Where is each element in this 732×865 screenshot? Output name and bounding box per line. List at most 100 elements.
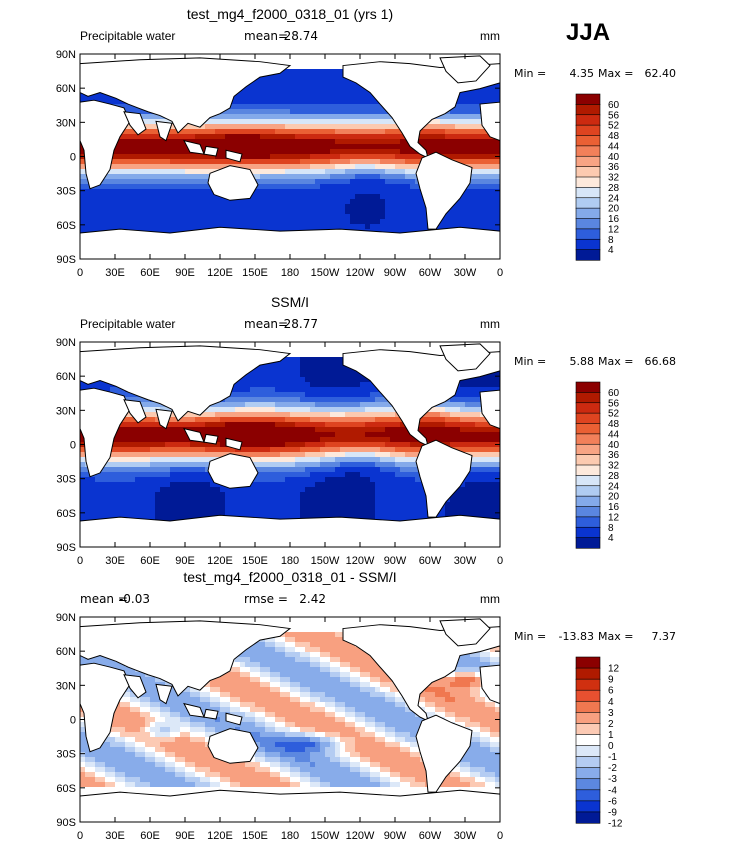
field-cell	[125, 144, 131, 150]
field-cell	[465, 417, 471, 423]
field-cell	[295, 79, 301, 85]
field-cell	[290, 342, 296, 348]
field-cell	[350, 169, 356, 175]
field-cell	[300, 124, 306, 130]
field-cell	[350, 372, 356, 378]
field-cell	[325, 189, 331, 195]
field-cell	[360, 154, 366, 160]
field-cell	[185, 149, 191, 155]
field-cell	[350, 184, 356, 190]
field-cell	[300, 387, 306, 393]
field-cell	[340, 224, 346, 230]
field-cell	[325, 174, 331, 180]
field-cell	[245, 214, 251, 220]
field-cell	[275, 214, 281, 220]
field-cell	[495, 194, 500, 200]
field-cell	[225, 134, 231, 140]
field-cell	[245, 407, 251, 413]
field-cell	[245, 387, 251, 393]
field-cell	[315, 109, 321, 115]
field-cell	[320, 89, 326, 95]
field-cell	[455, 407, 461, 413]
mean-label: mean=	[244, 317, 288, 331]
field-cell	[295, 412, 301, 418]
field-cell	[80, 54, 86, 60]
field-cell	[300, 179, 306, 185]
field-cell	[340, 164, 346, 170]
field-cell	[420, 139, 426, 145]
field-cell	[205, 214, 211, 220]
field-cell	[160, 169, 166, 175]
field-cell	[485, 214, 491, 220]
field-cell	[240, 144, 246, 150]
field-cell	[275, 204, 281, 210]
field-cell	[460, 387, 466, 393]
field-cell	[185, 184, 191, 190]
field-cell	[255, 109, 261, 115]
field-cell	[150, 139, 156, 145]
field-cell	[315, 372, 321, 378]
field-cell	[330, 94, 336, 100]
field-cell	[145, 194, 151, 200]
field-cell	[325, 352, 331, 358]
field-cell	[285, 149, 291, 155]
field-cell	[415, 209, 421, 215]
field-cell	[475, 134, 481, 140]
field-cell	[275, 184, 281, 190]
field-cell	[215, 209, 221, 215]
field-cell	[320, 84, 326, 90]
field-cell	[345, 79, 351, 85]
field-cell	[275, 402, 281, 408]
field-cell	[370, 139, 376, 145]
field-cell	[310, 387, 316, 393]
field-cell	[425, 139, 431, 145]
field-cell	[315, 94, 321, 100]
field-cell	[370, 179, 376, 185]
field-cell	[365, 199, 371, 205]
field-cell	[155, 169, 161, 175]
field-cell	[265, 94, 271, 100]
field-cell	[125, 164, 131, 170]
field-cell	[425, 59, 431, 65]
field-cell	[315, 89, 321, 95]
field-cell	[285, 214, 291, 220]
field-cell	[380, 119, 386, 125]
field-cell	[360, 54, 366, 60]
mean-label: mean=	[244, 29, 288, 43]
field-cell	[350, 342, 356, 348]
field-cell	[290, 154, 296, 160]
field-cell	[135, 204, 141, 210]
field-cell	[280, 422, 286, 428]
field-cell	[225, 412, 231, 418]
field-cell	[305, 64, 311, 70]
field-cell	[285, 109, 291, 115]
field-cell	[100, 189, 106, 195]
field-cell	[290, 129, 296, 135]
field-cell	[465, 194, 471, 200]
field-cell	[170, 199, 176, 205]
field-cell	[275, 119, 281, 125]
field-cell	[470, 159, 476, 165]
field-cell	[325, 219, 331, 225]
field-cell	[235, 109, 241, 115]
field-cell	[165, 194, 171, 200]
field-cell	[370, 194, 376, 200]
field-cell	[290, 119, 296, 125]
field-cell	[195, 204, 201, 210]
field-cell	[495, 164, 500, 170]
field-cell	[325, 367, 331, 373]
field-cell	[145, 174, 151, 180]
field-cell	[260, 189, 266, 195]
field-cell	[340, 204, 346, 210]
x-tick-label: 150W	[311, 267, 340, 279]
field-cell	[110, 159, 116, 165]
field-cell	[95, 94, 101, 100]
field-cell	[190, 129, 196, 135]
field-cell	[495, 54, 500, 60]
field-cell	[340, 89, 346, 95]
field-cell	[350, 154, 356, 160]
field-cell	[280, 174, 286, 180]
field-cell	[90, 194, 96, 200]
field-cell	[455, 144, 461, 150]
field-cell	[135, 154, 141, 160]
